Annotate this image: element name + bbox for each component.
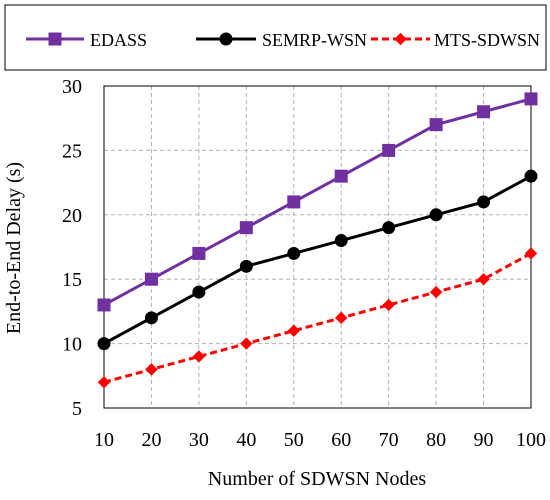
data-point [335, 311, 348, 325]
x-tick-label: 50 [284, 429, 304, 451]
data-point [382, 298, 395, 312]
data-point [477, 272, 490, 286]
data-point [240, 337, 253, 350]
data-series [97, 92, 538, 389]
series-line [103, 252, 532, 384]
x-tick-label: 100 [516, 429, 546, 451]
data-point [524, 92, 538, 106]
legend-marker [394, 32, 407, 46]
series-mts-sdwsn [97, 247, 538, 389]
y-tick-label: 10 [62, 334, 82, 356]
data-point [192, 285, 206, 299]
series-semrp-wsn [97, 169, 538, 351]
legend-label: EDASS [90, 30, 147, 50]
y-tick-label: 25 [62, 140, 82, 162]
legend-label: MTS-SDWSN [434, 30, 540, 50]
data-point [97, 337, 111, 351]
data-point [382, 143, 396, 157]
plot-frame [103, 85, 532, 409]
series-line [103, 97, 532, 307]
series-edass [97, 92, 538, 312]
x-tick-label: 70 [379, 429, 399, 451]
legend-marker [219, 32, 233, 46]
x-axis-label: Number of SDWSN Nodes [208, 468, 427, 490]
data-point [334, 169, 348, 183]
data-point [144, 311, 158, 325]
data-point [192, 350, 206, 363]
data-point [429, 208, 443, 222]
x-tick-label: 10 [94, 429, 114, 451]
data-point [192, 246, 206, 260]
data-point [524, 169, 538, 183]
data-point [477, 105, 491, 119]
data-point [524, 247, 538, 260]
x-tick-label: 40 [236, 429, 256, 451]
data-point [97, 376, 111, 389]
y-tick-label: 15 [62, 269, 82, 291]
data-point [239, 221, 253, 235]
data-point [477, 195, 491, 209]
data-point [334, 234, 348, 248]
plot-area-border [103, 85, 532, 409]
x-tick-label: 80 [426, 429, 446, 451]
legend-entry: EDASS [26, 30, 147, 50]
y-axis-label: End-to-End Delay (s) [3, 162, 25, 334]
x-tick-label: 20 [141, 429, 161, 451]
data-point [145, 363, 158, 376]
y-tick-label: 20 [62, 205, 82, 227]
legend-entry: SEMRP-WSN [196, 30, 367, 50]
data-point [287, 195, 301, 209]
y-tick-label: 5 [72, 398, 82, 420]
y-tick-label: 30 [62, 76, 82, 98]
data-point [144, 272, 158, 286]
x-tick-label: 30 [189, 429, 209, 451]
data-point [429, 285, 443, 299]
x-tick-label: 90 [474, 429, 494, 451]
data-point [382, 221, 396, 235]
data-point [287, 324, 300, 337]
data-point [429, 118, 443, 132]
legend-box [4, 4, 547, 71]
data-point [239, 259, 253, 273]
x-tick-label: 60 [331, 429, 351, 451]
data-point [287, 246, 301, 260]
legend-entry: MTS-SDWSN [371, 30, 540, 50]
legend: EDASS SEMRP-WSN MTS-SDWSN [4, 4, 547, 71]
legend-label: SEMRP-WSN [262, 30, 367, 50]
tick-labels: 10 20 30 40 50 60 70 80 90 100 5 10 15 20 25 30 [62, 76, 546, 451]
series-line [103, 174, 532, 345]
legend-marker [48, 32, 62, 46]
data-point [97, 298, 111, 312]
